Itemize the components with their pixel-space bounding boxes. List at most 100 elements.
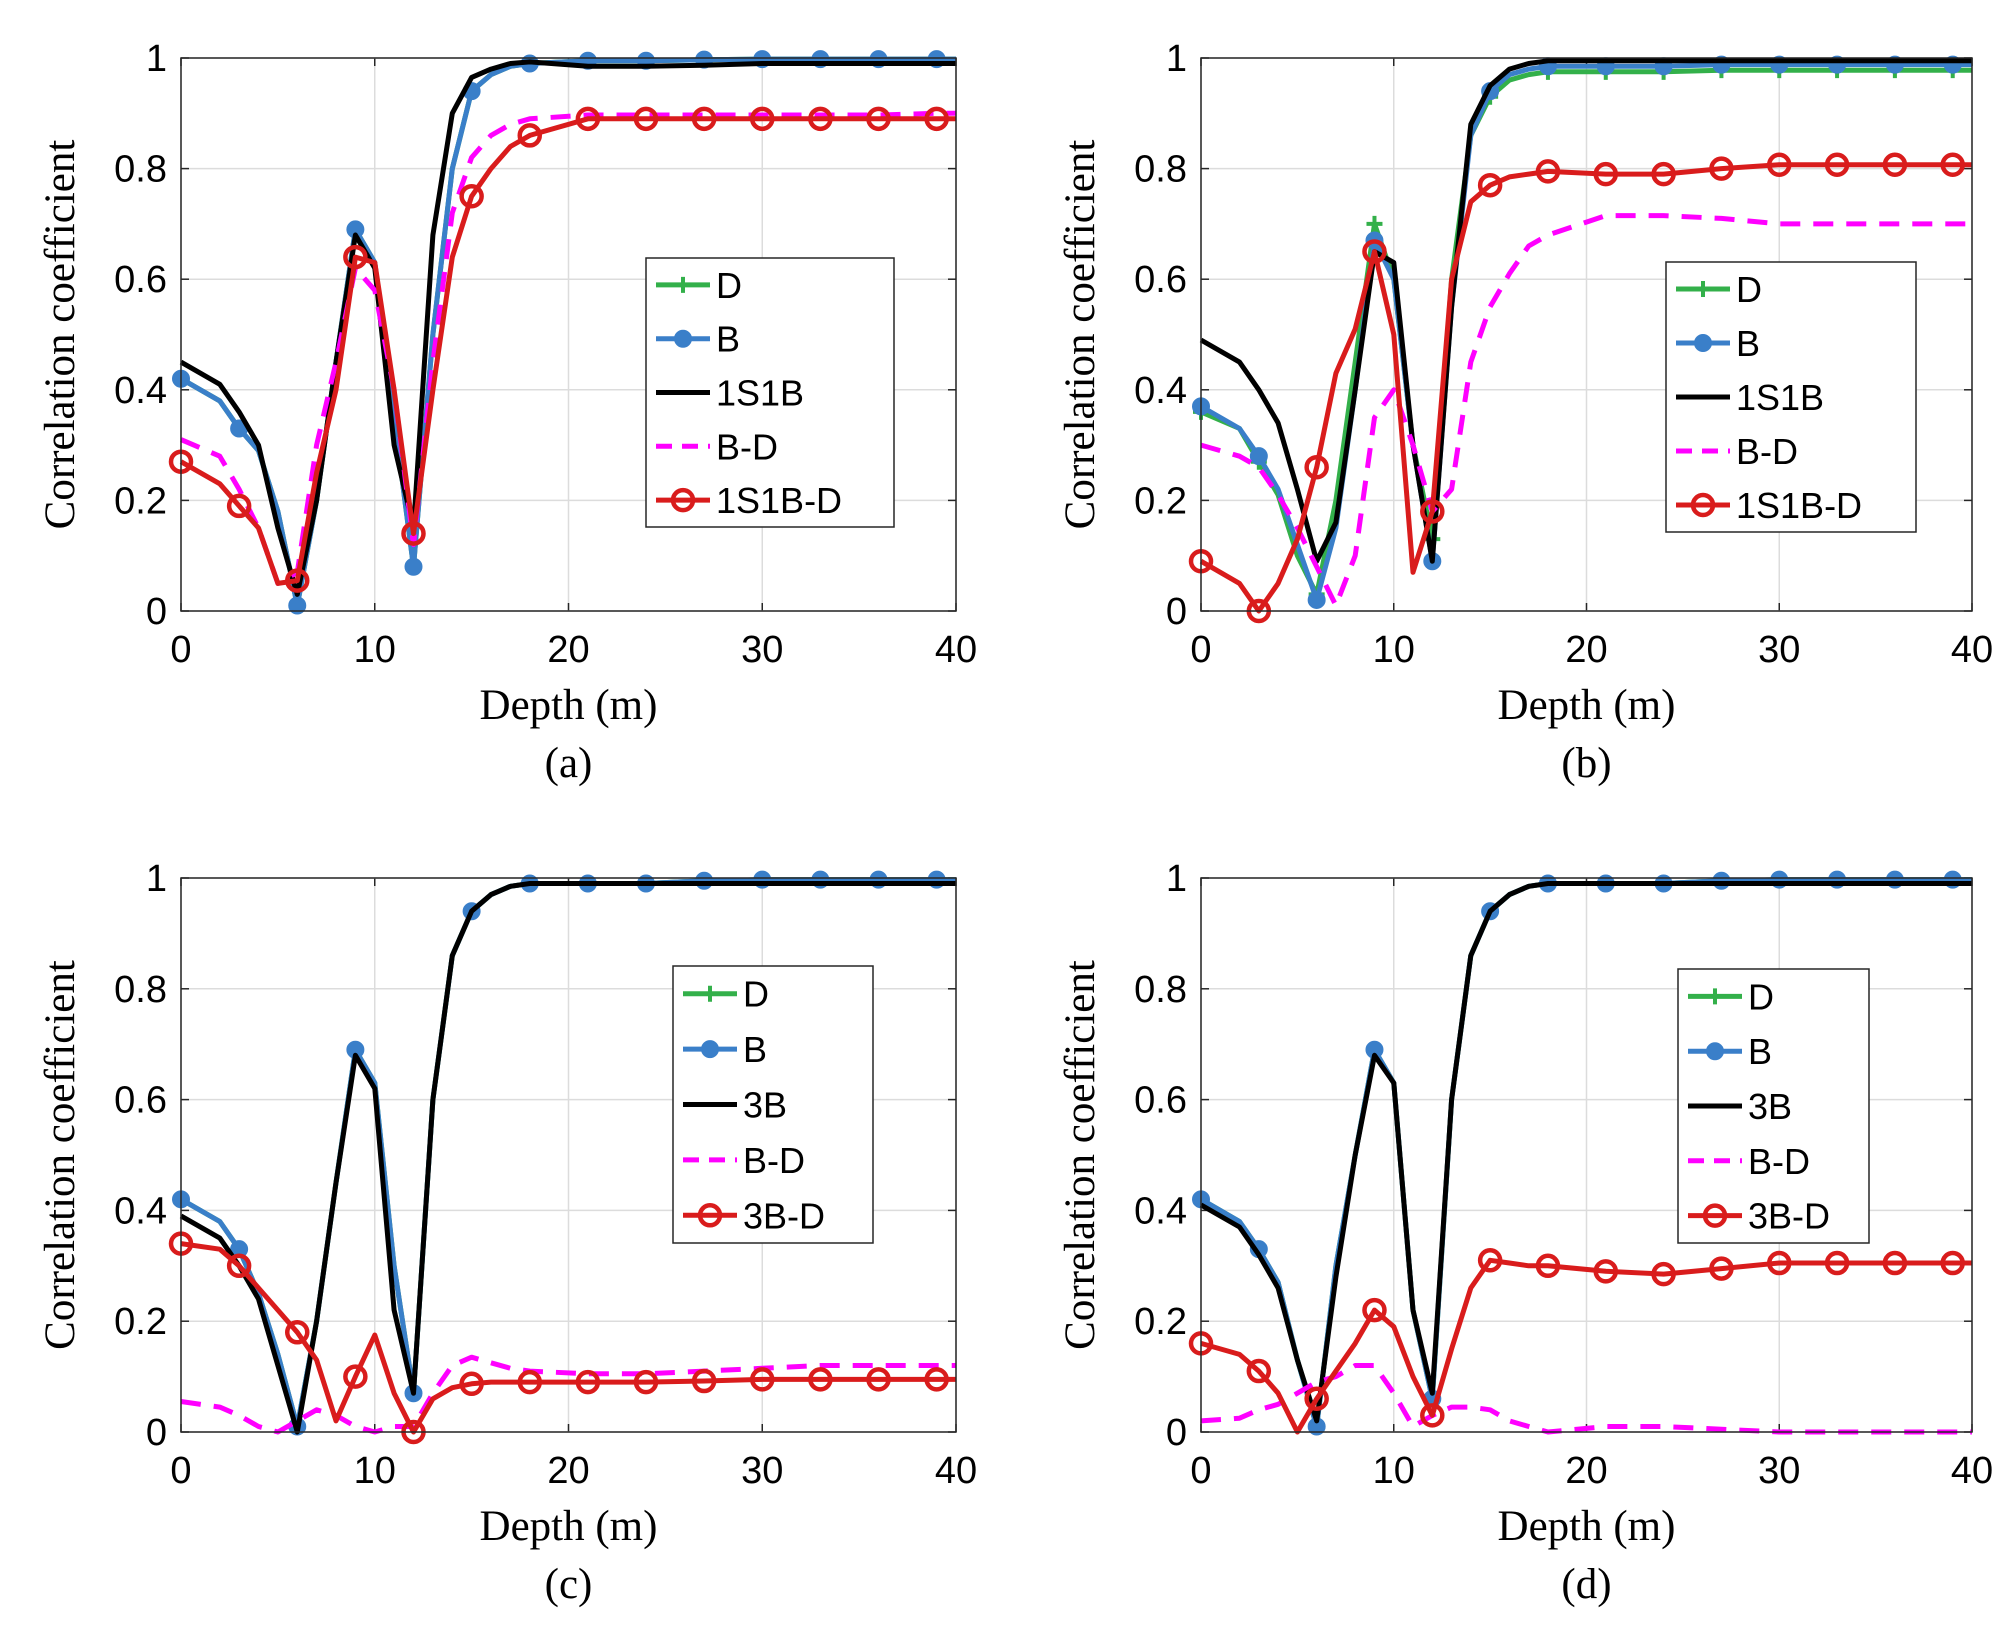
y-tick-label: 0.6 — [114, 1080, 167, 1122]
series-line-1S1B — [1199, 58, 1972, 564]
data-point-3B-D — [517, 1369, 542, 1395]
y-tick-label: 0.8 — [1134, 969, 1187, 1011]
data-point-3B-D — [1593, 1259, 1619, 1284]
data-point-3B-D — [808, 1367, 833, 1392]
x-tick-label: 20 — [547, 629, 589, 671]
panel-c: 0 10 20 30 40 0 0.2 0.4 0.6 0.8 1 Depth (m) (c) Corre… — [37, 858, 977, 1608]
y-tick-label: 1 — [146, 858, 167, 900]
x-axis-label: Depth (m) — [1498, 1503, 1676, 1550]
data-point-3B-D — [285, 1320, 310, 1345]
x-tick-label: 10 — [354, 629, 396, 671]
data-point-B — [288, 596, 307, 615]
legend-label-B-D: B-D — [1736, 431, 1798, 472]
data-point-1S1B-D — [808, 106, 833, 132]
y-axis-label: Correlation coefficient — [37, 960, 84, 1350]
data-point-B — [1249, 447, 1268, 466]
data-point-3B-D — [1420, 1403, 1445, 1428]
series-line-3B — [179, 881, 956, 1435]
data-point-1S1B-D — [343, 244, 368, 270]
legend-label-B-D: B-D — [716, 426, 778, 467]
data-point-1S1B-D — [1304, 454, 1329, 480]
data-point-1S1B-D — [1362, 239, 1387, 264]
legend-marker-B — [701, 1040, 719, 1059]
x-axis-label: Depth (m) — [1498, 682, 1676, 729]
x-axis-label: Depth (m) — [480, 682, 658, 729]
data-point-3B-D — [1651, 1261, 1676, 1287]
legend-label-B-D: B-D — [743, 1140, 805, 1181]
legend-marker-3B-D — [1702, 1203, 1728, 1228]
y-tick-label: 0.2 — [114, 1301, 167, 1343]
data-point-3B-D — [226, 1253, 252, 1279]
x-tick-label: 40 — [1951, 629, 1993, 671]
series-line-3B — [1199, 881, 1972, 1424]
legend-label-D: D — [743, 974, 769, 1015]
y-tick-label: 0 — [1166, 1412, 1187, 1454]
data-point-3B-D — [924, 1367, 949, 1392]
data-point-3B-D — [1882, 1250, 1908, 1276]
data-point-3B-D — [1477, 1248, 1503, 1273]
x-tick-label: 0 — [170, 1450, 191, 1492]
data-point-1S1B-D — [1477, 172, 1503, 198]
x-tick-label: 20 — [547, 1450, 589, 1492]
legend: DB 3B B-D 3B-D — [672, 965, 874, 1244]
x-tick-label: 0 — [1190, 1450, 1211, 1492]
data-point-1S1B-D — [1420, 499, 1445, 524]
legend-marker-1S1B-D — [1690, 492, 1716, 518]
y-tick-label: 0.8 — [114, 969, 167, 1011]
x-tick-label: 0 — [170, 629, 191, 671]
legend-label-1S1B-D: 1S1B-D — [716, 480, 842, 521]
axes-box — [180, 57, 957, 612]
data-point-1S1B-D — [459, 184, 484, 209]
series-line-B — [179, 56, 956, 608]
data-point-1S1B-D — [1709, 156, 1734, 181]
data-point-3B-D — [750, 1367, 775, 1392]
y-tick-label: 0.6 — [114, 259, 167, 301]
legend-marker-D — [1707, 988, 1723, 1005]
data-point-3B-D — [1362, 1297, 1387, 1323]
data-point-B — [404, 557, 423, 576]
data-point-1S1B-D — [1535, 159, 1561, 184]
data-point-3B-D — [1824, 1250, 1850, 1276]
legend: DB 1S1B B-D 1S1B-D — [645, 257, 895, 528]
axes-box — [180, 877, 957, 1433]
y-tick-label: 0 — [146, 591, 167, 633]
x-axis-label: Depth (m) — [480, 1503, 658, 1550]
legend-label-3B-D: 3B-D — [743, 1195, 825, 1236]
legend-label-1S1B: 1S1B — [716, 373, 804, 414]
data-point-3B-D — [1940, 1250, 1965, 1276]
x-tick-label: 20 — [1565, 1450, 1607, 1492]
y-tick-label: 0.4 — [1134, 370, 1187, 412]
y-tick-label: 0.2 — [114, 480, 167, 522]
data-point-1S1B-D — [1651, 161, 1676, 187]
data-point-3B-D — [459, 1371, 484, 1397]
legend-label-B: B — [743, 1029, 767, 1070]
y-tick-label: 0.6 — [1134, 1080, 1187, 1122]
data-point-1S1B-D — [924, 106, 949, 132]
y-tick-label: 0.4 — [114, 1190, 167, 1232]
legend-marker-D — [1695, 281, 1711, 297]
y-tick-label: 0 — [146, 1412, 167, 1454]
data-point-3B-D — [1246, 1358, 1272, 1384]
legend-marker-3B-D — [697, 1203, 723, 1228]
data-point-1S1B-D — [226, 493, 252, 519]
data-point-3B-D — [1535, 1253, 1561, 1279]
legend-label-3B: 3B — [1748, 1086, 1792, 1127]
data-point-3B-D — [1304, 1386, 1329, 1412]
x-tick-label: 30 — [741, 1450, 783, 1492]
x-tick-label: 0 — [1190, 629, 1211, 671]
data-point-1S1B-D — [285, 568, 310, 593]
data-point-D — [1366, 215, 1383, 232]
data-point-1S1B-D — [517, 123, 542, 148]
legend-marker-D — [702, 985, 718, 1002]
y-tick-label: 0.2 — [1134, 480, 1187, 522]
x-tick-label: 40 — [935, 1450, 977, 1492]
legend-marker-B — [674, 329, 692, 348]
panel-label: (c) — [545, 1561, 593, 1608]
data-point-1S1B-D — [1767, 152, 1792, 177]
data-point-3B-D — [866, 1367, 891, 1392]
panel-b: 0 10 20 30 40 0 0.2 0.4 0.6 0.8 1 Depth (m) (b) Corre… — [1057, 38, 1993, 787]
data-point-B — [1307, 590, 1326, 609]
x-tick-label: 30 — [1758, 629, 1800, 671]
data-point-1S1B-D — [575, 106, 601, 132]
